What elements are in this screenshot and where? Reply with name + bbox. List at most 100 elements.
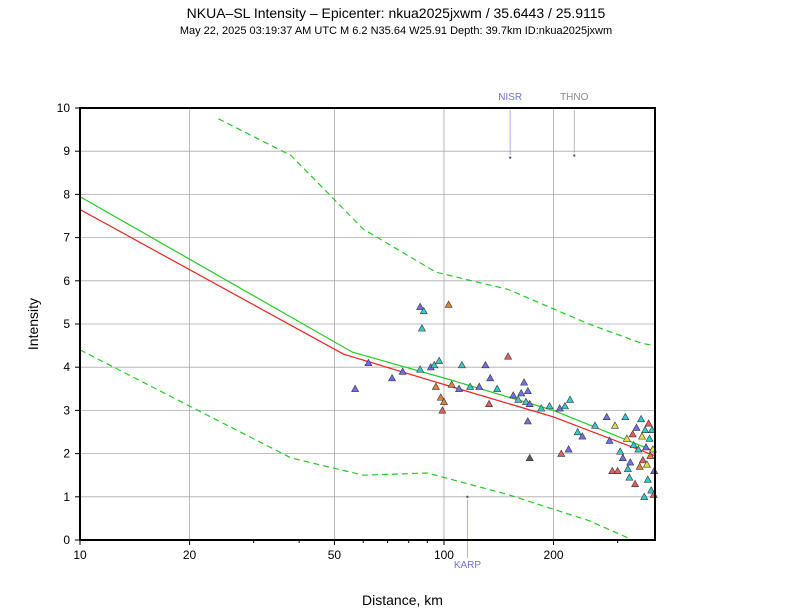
station-triangle (557, 449, 566, 457)
station-triangle (398, 367, 407, 375)
station-triangle (634, 445, 643, 453)
station-triangle (628, 430, 637, 438)
station-triangle (517, 389, 526, 397)
station-triangle (623, 464, 632, 472)
x-tick-label: 100 (434, 548, 454, 562)
station-triangle (514, 395, 523, 403)
station-triangle (643, 475, 652, 483)
y-axis-label: Intensity (25, 298, 41, 350)
y-tick-label: 1 (63, 490, 70, 504)
x-tick-label: 10 (73, 548, 87, 562)
station-triangle (419, 306, 428, 315)
series-lines (79, 118, 656, 541)
y-tick-label: 5 (63, 317, 70, 331)
y-tick-label: 4 (63, 360, 70, 374)
station-triangle (447, 380, 456, 388)
station-triangle (566, 395, 575, 403)
chart-subtitle: May 22, 2025 03:19:37 AM UTC M 6.2 N35.6… (179, 25, 613, 37)
station-triangle (613, 466, 622, 474)
series-lower-bound (79, 349, 633, 541)
station-triangle (364, 358, 373, 366)
station-triangle (638, 455, 647, 464)
station-triangle (560, 401, 569, 410)
station-triangle (645, 434, 654, 442)
station-triangle (591, 421, 600, 429)
station-triangle (564, 445, 573, 453)
station-triangle (444, 300, 453, 308)
station-triangle (573, 427, 582, 436)
station-triangle (622, 434, 631, 442)
station-triangle (520, 378, 529, 386)
station-triangle (436, 393, 445, 401)
series-model (79, 196, 656, 452)
y-tick-label: 9 (63, 144, 70, 158)
station-triangle (602, 412, 611, 420)
station-triangle (578, 432, 587, 440)
station-triangle (455, 384, 464, 392)
x-tick-label: 20 (183, 548, 197, 562)
chart-title: NKUA–SL Intensity – Epicenter: nkua2025j… (186, 5, 606, 21)
station-triangle (475, 382, 484, 390)
station-triangle (388, 373, 397, 382)
y-tick-label: 2 (63, 447, 70, 461)
station-triangle (438, 406, 447, 414)
x-tick-label: 50 (328, 548, 342, 562)
station-triangle (537, 404, 546, 412)
y-tick-label: 6 (63, 274, 70, 288)
station-marker-thno (573, 154, 576, 157)
station-triangle (616, 447, 625, 455)
station-triangle (608, 466, 617, 474)
station-labels: NISR THNO KARP (454, 92, 589, 571)
y-tick-label: 7 (63, 231, 70, 245)
station-triangle (637, 414, 646, 423)
station-triangle (493, 384, 502, 392)
station-triangle (629, 440, 638, 449)
station-triangle (626, 458, 635, 466)
station-triangle (417, 324, 426, 332)
station-triangle (525, 453, 534, 462)
x-axis-label: Distance, km (362, 592, 443, 608)
y-tick-label: 10 (57, 101, 71, 115)
station-triangle (632, 423, 641, 431)
station-triangle (523, 386, 532, 395)
station-triangle (555, 404, 564, 412)
station-label-karp: KARP (454, 560, 482, 571)
station-triangle (525, 399, 534, 408)
station-triangle (642, 443, 651, 451)
station-triangle (481, 360, 490, 369)
station-triangle (618, 453, 627, 462)
station-triangle (631, 479, 640, 487)
station-triangle (647, 486, 656, 494)
station-triangle (641, 425, 650, 433)
station-triangle (439, 397, 448, 405)
station-triangle (646, 451, 655, 459)
station-triangle (521, 397, 530, 405)
station-triangle (545, 401, 554, 410)
station-triangle (610, 421, 619, 429)
series-observed-fit (79, 208, 656, 457)
station-triangle (416, 365, 425, 373)
station-triangle (625, 473, 634, 481)
station-triangle (430, 360, 439, 369)
station-marker-karp (466, 495, 469, 498)
station-triangle (648, 425, 657, 433)
station-triangle (486, 373, 495, 382)
station-triangle (416, 302, 425, 310)
station-triangle (621, 412, 630, 420)
station-triangle (644, 419, 653, 427)
y-tick-label: 3 (63, 403, 70, 417)
station-triangle (504, 352, 513, 360)
station-triangle (457, 360, 466, 369)
y-tick-label: 0 (63, 533, 70, 547)
station-triangle (431, 382, 440, 390)
y-tick-label: 8 (63, 187, 70, 201)
station-label-nisr: NISR (498, 92, 522, 103)
series-upper-bound (218, 118, 656, 347)
station-triangle (435, 356, 444, 364)
station-triangle (637, 432, 647, 440)
station-triangle (523, 417, 532, 425)
station-triangle (509, 391, 518, 399)
station-marker-nisr (508, 156, 512, 159)
station-triangle (605, 436, 614, 444)
